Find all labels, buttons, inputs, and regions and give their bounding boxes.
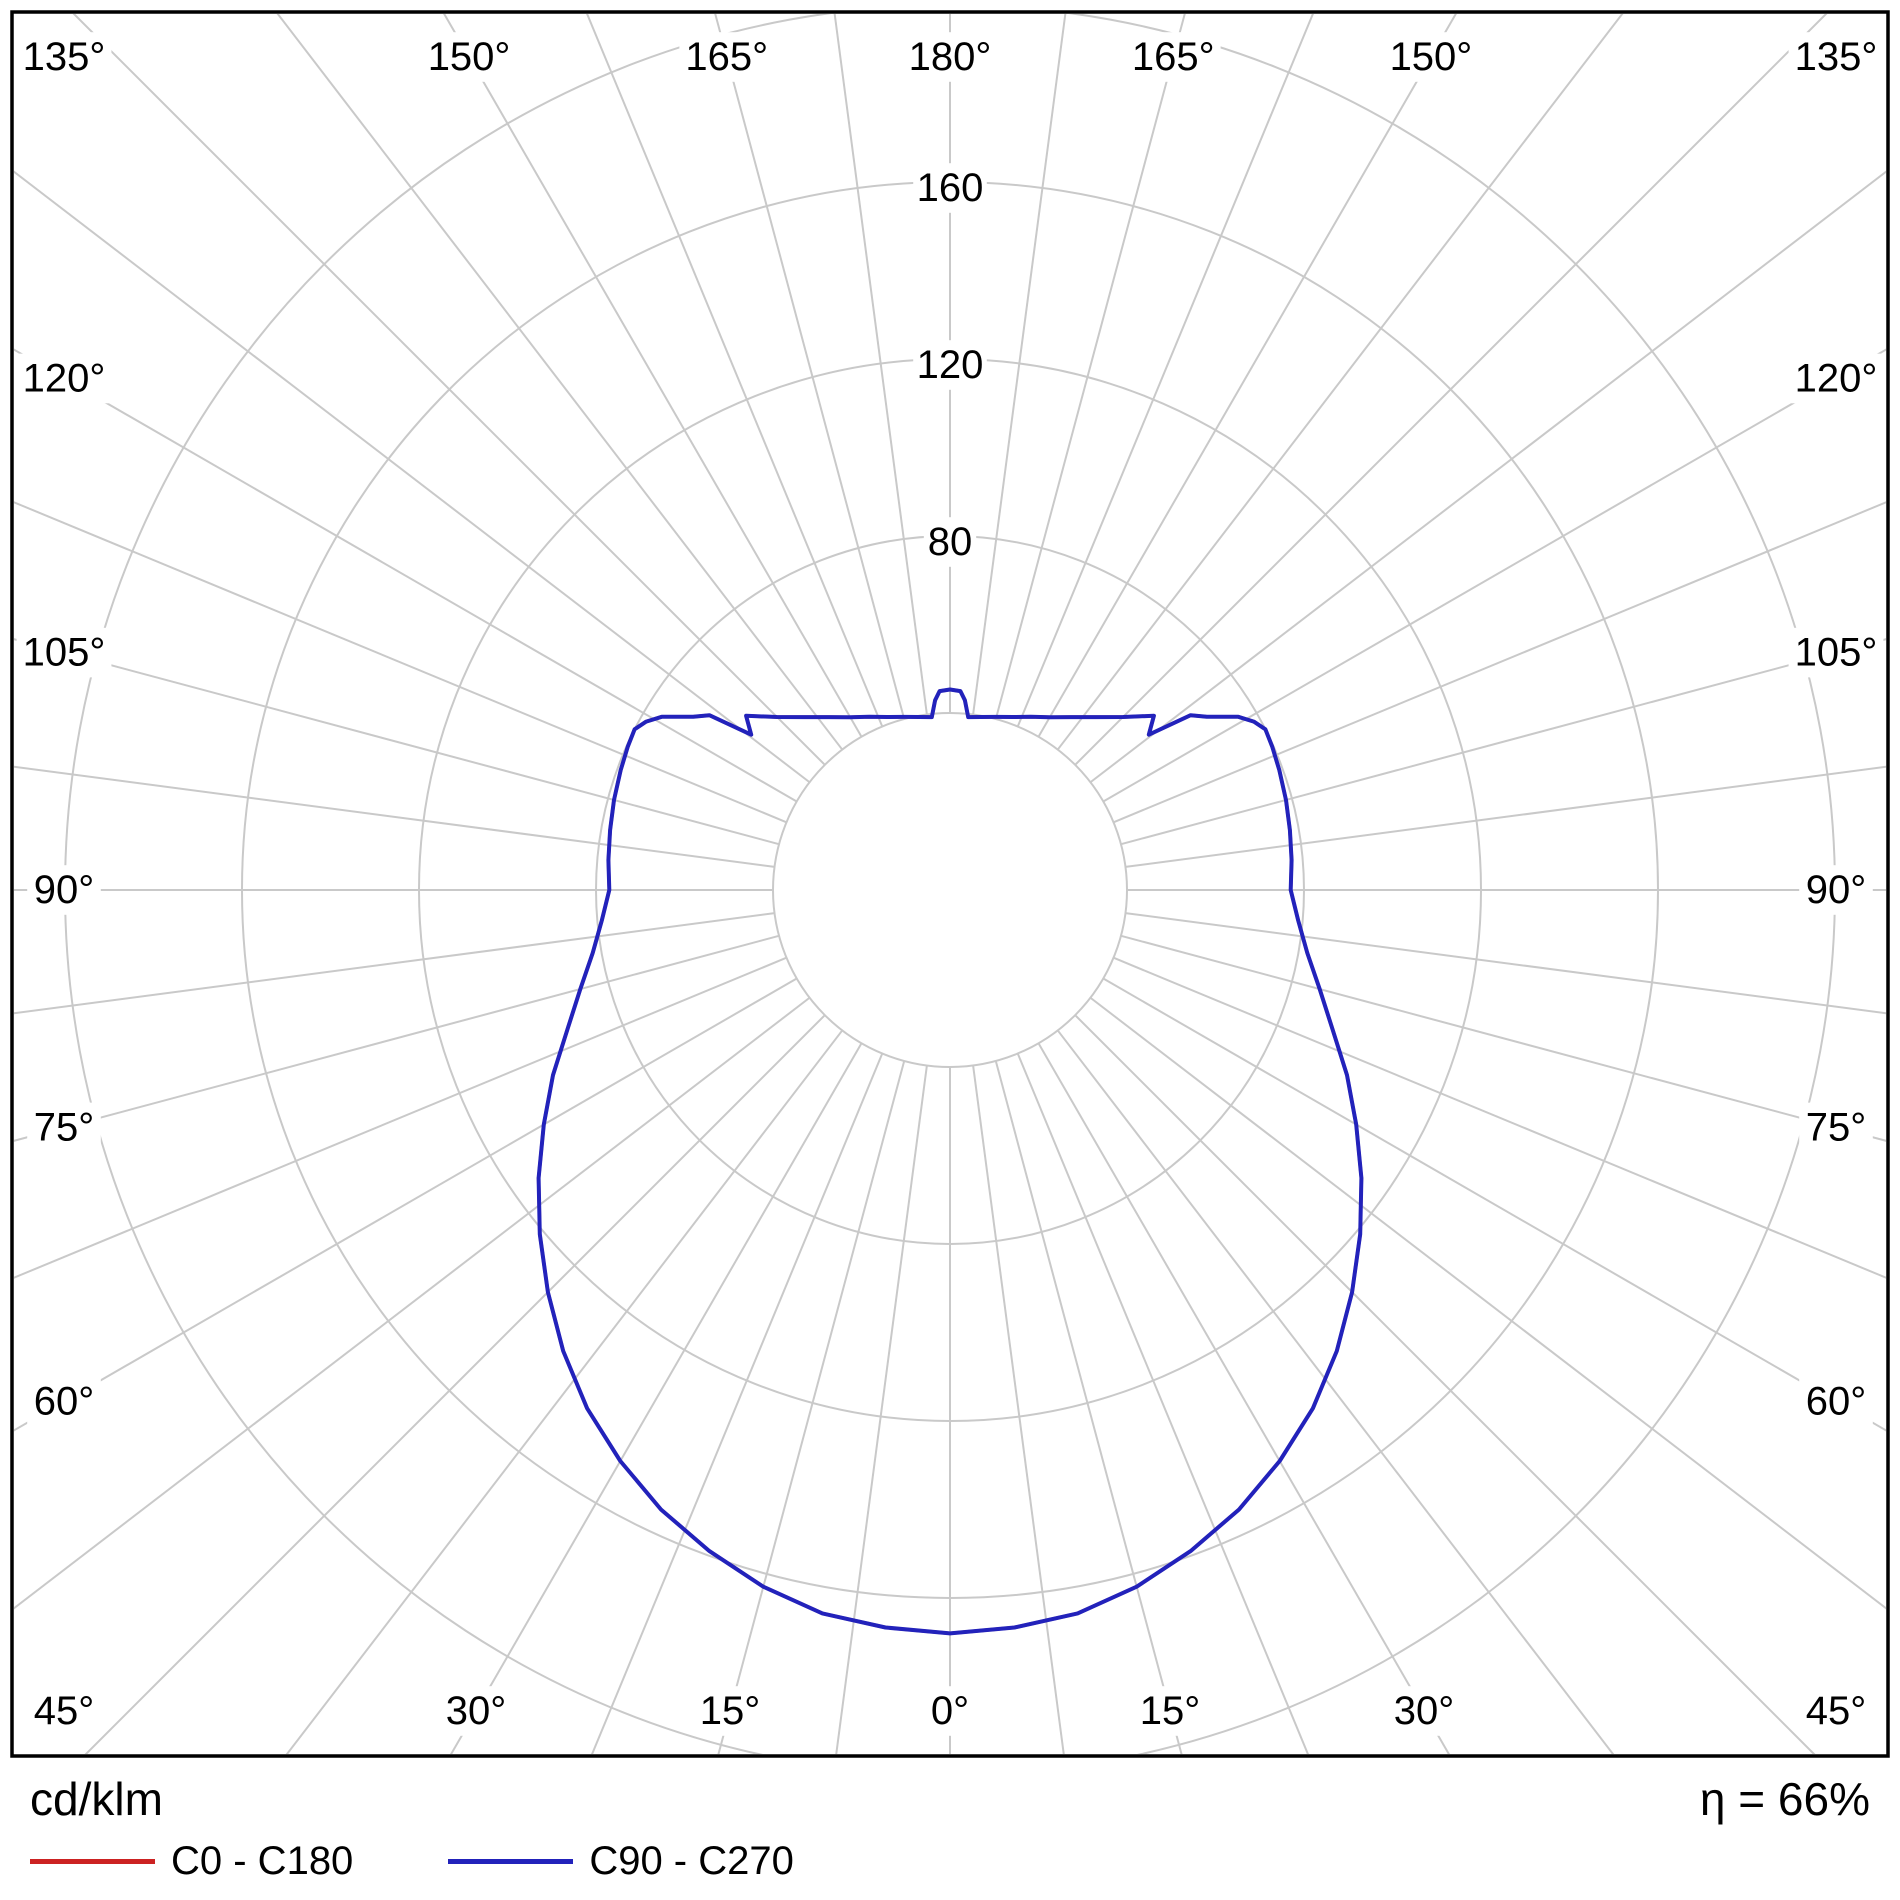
- angle-label: 135°: [1795, 35, 1878, 79]
- polar-grid: [14, 14, 1886, 1754]
- angle-label: 60°: [34, 1380, 95, 1424]
- footer: cd/klm η = 66% C0 - C180 C90 - C270: [0, 1764, 1900, 1900]
- legend: C0 - C180 C90 - C270: [30, 1839, 1870, 1884]
- angle-label: 0°: [931, 1689, 969, 1733]
- unit-label: cd/klm: [30, 1773, 163, 1825]
- angle-label: 75°: [34, 1105, 95, 1149]
- polar-plot-frame: 80 120 160 0° 15° 15° 30° 30° 45° 45° 60° 60° 75° 75°…: [10, 10, 1890, 1758]
- angle-label: 150°: [1390, 35, 1473, 79]
- plot-border: [10, 10, 1890, 1758]
- legend-item-c0-c180: C0 - C180: [30, 1839, 353, 1884]
- angle-label: 120°: [23, 356, 106, 400]
- angle-label: 45°: [1806, 1689, 1867, 1733]
- angle-label: 90°: [1806, 868, 1867, 912]
- footer-top-row: cd/klm η = 66%: [30, 1774, 1870, 1825]
- angle-label: 135°: [23, 35, 106, 79]
- angle-label: 180°: [909, 35, 992, 79]
- radial-tick-label: 160: [917, 166, 984, 210]
- angle-label: 120°: [1795, 356, 1878, 400]
- c90-c270-line-swatch: [448, 1858, 574, 1864]
- angle-label: 165°: [685, 35, 768, 79]
- angle-label: 90°: [34, 868, 95, 912]
- efficiency-label: η = 66%: [1699, 1773, 1870, 1825]
- radial-tick-label: 80: [928, 520, 973, 564]
- angle-label: 15°: [700, 1689, 761, 1733]
- angle-label: 30°: [446, 1689, 507, 1733]
- angle-label: 165°: [1132, 35, 1215, 79]
- angle-label: 105°: [23, 631, 106, 675]
- radial-tick-label: 120: [917, 343, 984, 387]
- c90-c270-label: C90 - C270: [589, 1838, 794, 1883]
- curve-C90 - C270: [536, 687, 1364, 1636]
- angle-label: 75°: [1806, 1105, 1867, 1149]
- angle-label: 30°: [1394, 1689, 1455, 1733]
- c0-c180-line-swatch: [30, 1858, 155, 1864]
- angle-label: 150°: [428, 35, 511, 79]
- polar-chart: 80 120 160 0° 15° 15° 30° 30° 45° 45° 60° 60° 75° 75°…: [10, 10, 1890, 1758]
- angle-label: 15°: [1140, 1689, 1201, 1733]
- angle-label: 105°: [1795, 631, 1878, 675]
- angle-label: 60°: [1806, 1380, 1867, 1424]
- angle-label: 45°: [34, 1689, 95, 1733]
- c0-c180-label: C0 - C180: [171, 1838, 354, 1883]
- legend-item-c90-c270: C90 - C270: [448, 1839, 794, 1884]
